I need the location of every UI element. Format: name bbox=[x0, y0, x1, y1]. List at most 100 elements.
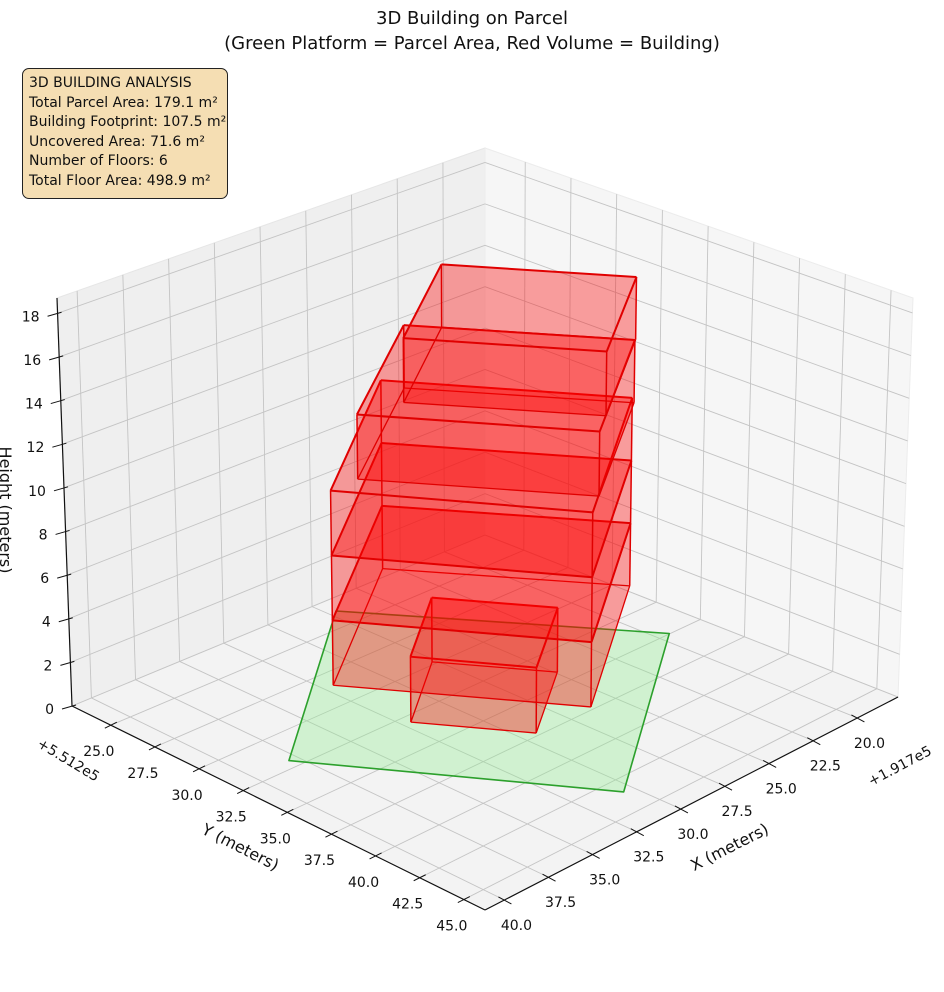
x-tick-label: 27.5 bbox=[721, 804, 752, 820]
z-tick-label: 12 bbox=[27, 440, 45, 456]
volume-top-edge bbox=[605, 276, 638, 352]
volume-top-edge bbox=[441, 263, 637, 278]
y-axis-line bbox=[71, 705, 486, 911]
y-tick bbox=[192, 765, 206, 773]
z-tick-label: 2 bbox=[43, 658, 52, 674]
y-tick bbox=[236, 787, 250, 795]
floor-gridline-y bbox=[463, 688, 878, 900]
x-tick bbox=[542, 873, 556, 882]
left-wall-gridline-x bbox=[305, 210, 313, 607]
floor-gridline-y bbox=[375, 653, 789, 857]
floor-gridline-y bbox=[331, 636, 745, 835]
info-building-footprint: Building Footprint: 107.5 m² bbox=[29, 114, 227, 131]
y-tick-label: 37.5 bbox=[304, 853, 335, 869]
volume-top-face bbox=[332, 505, 631, 643]
z-tick bbox=[50, 399, 65, 405]
right-wall-gridline-y bbox=[743, 242, 755, 637]
left-wall-gridline-z bbox=[67, 410, 486, 576]
y-tick bbox=[369, 852, 382, 860]
left-wall-gridline-x bbox=[213, 242, 225, 644]
floor-gridline-x bbox=[223, 642, 637, 833]
volume-top-face bbox=[356, 325, 635, 432]
right-wall-gridline-z bbox=[484, 286, 908, 442]
info-number-of-floors: Number of Floors: 6 bbox=[29, 153, 168, 170]
z-tick bbox=[52, 442, 67, 448]
x-tick bbox=[851, 714, 865, 723]
z-tick bbox=[49, 355, 64, 361]
z-tick bbox=[61, 704, 77, 710]
analysis-info-box: 3D BUILDING ANALYSIS Total Parcel Area: … bbox=[22, 68, 228, 199]
floor-gridline-y bbox=[419, 670, 833, 879]
volume-bottom-face bbox=[332, 505, 631, 643]
volume-side-face bbox=[380, 380, 633, 461]
volume-bottom-face bbox=[331, 443, 632, 578]
volume-bottom-edge bbox=[535, 671, 558, 734]
volume-bottom-edge bbox=[357, 478, 600, 497]
volume-side-face bbox=[381, 443, 632, 524]
x-tick bbox=[630, 828, 645, 837]
volume-bottom-edge bbox=[591, 460, 633, 578]
volume-bottom-edge bbox=[605, 339, 637, 416]
volume-vertical-edge bbox=[590, 577, 593, 643]
floor-gridline-y bbox=[110, 549, 525, 726]
volume-side-face bbox=[356, 414, 600, 497]
right-wall-gridline-z bbox=[484, 203, 911, 357]
floor-gridline-x bbox=[311, 606, 726, 787]
y-tick bbox=[148, 743, 162, 751]
right-wall-gridline-z bbox=[484, 369, 905, 527]
x-tick-label: 40.0 bbox=[501, 918, 532, 934]
volume-side-face bbox=[331, 443, 382, 621]
volume-side-face bbox=[330, 380, 382, 556]
building-volume bbox=[402, 263, 638, 417]
volume-bottom-edge bbox=[333, 684, 591, 708]
y-tick bbox=[413, 874, 426, 882]
left-wall-gridline-x bbox=[442, 162, 445, 552]
volume-vertical-edge bbox=[628, 523, 632, 586]
x-tick bbox=[674, 805, 689, 814]
right-wall-gridline-y bbox=[567, 178, 572, 568]
info-parcel-area: Total Parcel Area: 179.1 m² bbox=[29, 94, 218, 111]
floor-gridline-x bbox=[444, 551, 858, 719]
volume-bottom-edge bbox=[410, 721, 537, 734]
z-tick bbox=[53, 486, 69, 492]
volume-bottom-edge bbox=[331, 505, 383, 621]
y-tick-label: 27.5 bbox=[127, 766, 158, 782]
volume-side-face bbox=[592, 397, 633, 578]
volume-vertical-edge bbox=[598, 431, 601, 497]
volume-side-face bbox=[331, 555, 593, 643]
right-wall-gridline-z bbox=[484, 162, 913, 314]
volume-bottom-edge bbox=[381, 442, 632, 462]
info-heading: 3D BUILDING ANALYSIS bbox=[29, 75, 192, 91]
x-tick-label: 22.5 bbox=[810, 759, 841, 775]
grid-lines bbox=[57, 162, 913, 901]
volume-side-face bbox=[410, 656, 537, 734]
floor-gridline-y bbox=[198, 584, 613, 770]
volume-top-face bbox=[330, 380, 633, 513]
building-volume bbox=[356, 324, 636, 497]
right-wall-gridline-z bbox=[484, 451, 902, 613]
building-volume bbox=[329, 379, 634, 578]
parcel-platform bbox=[288, 610, 671, 793]
volume-bottom-edge bbox=[332, 568, 384, 686]
left-wall-gridline-z bbox=[60, 244, 486, 401]
y-tick-label: 45.0 bbox=[436, 919, 467, 935]
z-tick-label: 18 bbox=[22, 309, 40, 325]
left-wall-gridline-z bbox=[68, 451, 486, 620]
volume-side-face bbox=[591, 460, 632, 643]
volume-bottom-edge bbox=[431, 661, 558, 673]
left-wall-gridline-z bbox=[63, 327, 486, 489]
z-tick-label: 0 bbox=[45, 702, 54, 718]
info-uncovered-area: Uncovered Area: 71.6 m² bbox=[29, 133, 205, 150]
volume-top-edge bbox=[356, 324, 405, 415]
left-wall-gridline-x bbox=[396, 178, 401, 571]
volume-bottom-edge bbox=[403, 326, 443, 403]
volume-top-edge bbox=[380, 379, 633, 399]
volume-vertical-edge bbox=[331, 620, 334, 686]
info-total-floor-area: Total Floor Area: 498.9 m² bbox=[29, 172, 211, 189]
volume-top-face bbox=[331, 443, 632, 578]
volume-bottom-edge bbox=[441, 326, 636, 341]
x-tick-label: 35.0 bbox=[589, 872, 620, 888]
left-wall-gridline-x bbox=[76, 290, 92, 698]
volume-vertical-edge bbox=[381, 505, 384, 569]
